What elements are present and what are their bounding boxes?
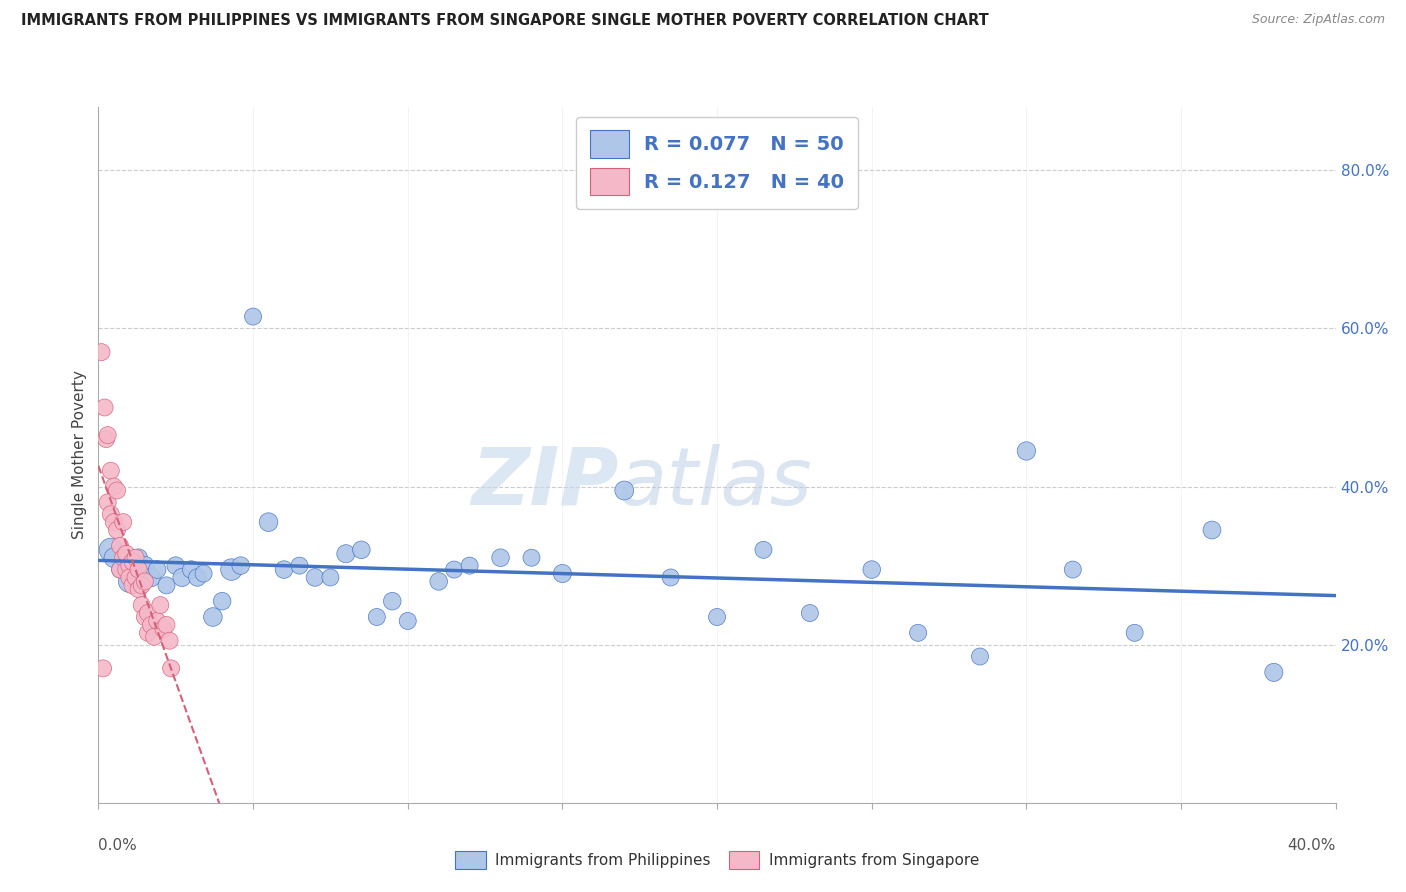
- Point: [134, 610, 156, 624]
- Legend: Immigrants from Philippines, Immigrants from Singapore: Immigrants from Philippines, Immigrants …: [449, 846, 986, 875]
- Point: [121, 566, 143, 581]
- Point: [124, 550, 146, 565]
- Point: [118, 574, 141, 589]
- Point: [103, 515, 125, 529]
- Point: [1123, 625, 1146, 640]
- Point: [96, 432, 118, 446]
- Point: [273, 563, 295, 577]
- Point: [128, 550, 150, 565]
- Point: [229, 558, 252, 573]
- Point: [152, 622, 174, 636]
- Point: [103, 550, 125, 565]
- Point: [551, 566, 574, 581]
- Point: [121, 578, 143, 592]
- Point: [143, 630, 166, 644]
- Point: [93, 401, 115, 415]
- Point: [100, 542, 122, 557]
- Point: [139, 618, 162, 632]
- Point: [134, 574, 156, 589]
- Point: [221, 563, 243, 577]
- Point: [108, 539, 131, 553]
- Point: [186, 570, 208, 584]
- Text: ZIP: ZIP: [471, 443, 619, 522]
- Point: [112, 515, 135, 529]
- Point: [180, 563, 202, 577]
- Point: [118, 558, 141, 573]
- Point: [1062, 563, 1084, 577]
- Point: [136, 606, 159, 620]
- Point: [335, 547, 357, 561]
- Point: [520, 550, 543, 565]
- Point: [91, 661, 114, 675]
- Text: Source: ZipAtlas.com: Source: ZipAtlas.com: [1251, 13, 1385, 27]
- Point: [170, 570, 193, 584]
- Point: [257, 515, 280, 529]
- Point: [136, 625, 159, 640]
- Point: [105, 523, 128, 537]
- Point: [139, 570, 162, 584]
- Point: [131, 578, 153, 592]
- Point: [134, 558, 156, 573]
- Point: [489, 550, 512, 565]
- Point: [90, 345, 112, 359]
- Text: IMMIGRANTS FROM PHILIPPINES VS IMMIGRANTS FROM SINGAPORE SINGLE MOTHER POVERTY C: IMMIGRANTS FROM PHILIPPINES VS IMMIGRANT…: [21, 13, 988, 29]
- Point: [100, 464, 122, 478]
- Text: atlas: atlas: [619, 443, 813, 522]
- Point: [146, 563, 169, 577]
- Point: [969, 649, 991, 664]
- Point: [100, 507, 122, 521]
- Point: [103, 479, 125, 493]
- Point: [427, 574, 450, 589]
- Point: [659, 570, 682, 584]
- Point: [1015, 444, 1038, 458]
- Point: [211, 594, 233, 608]
- Point: [97, 495, 120, 509]
- Point: [165, 558, 187, 573]
- Point: [131, 598, 153, 612]
- Point: [443, 563, 465, 577]
- Point: [149, 598, 172, 612]
- Point: [146, 614, 169, 628]
- Point: [288, 558, 311, 573]
- Point: [128, 563, 150, 577]
- Point: [108, 563, 131, 577]
- Point: [193, 566, 215, 581]
- Point: [155, 578, 177, 592]
- Text: 0.0%: 0.0%: [98, 838, 138, 854]
- Point: [160, 661, 183, 675]
- Point: [381, 594, 404, 608]
- Point: [115, 555, 138, 569]
- Point: [124, 570, 146, 584]
- Point: [121, 555, 143, 569]
- Point: [396, 614, 419, 628]
- Point: [201, 610, 224, 624]
- Point: [366, 610, 388, 624]
- Point: [128, 582, 150, 597]
- Point: [706, 610, 728, 624]
- Point: [115, 547, 138, 561]
- Point: [105, 483, 128, 498]
- Point: [304, 570, 326, 584]
- Point: [108, 563, 131, 577]
- Point: [752, 542, 775, 557]
- Point: [613, 483, 636, 498]
- Point: [115, 563, 138, 577]
- Point: [1201, 523, 1223, 537]
- Text: 40.0%: 40.0%: [1288, 838, 1336, 854]
- Point: [155, 618, 177, 632]
- Point: [1263, 665, 1285, 680]
- Point: [350, 542, 373, 557]
- Point: [799, 606, 821, 620]
- Point: [319, 570, 342, 584]
- Point: [242, 310, 264, 324]
- Point: [97, 428, 120, 442]
- Point: [118, 570, 141, 584]
- Point: [907, 625, 929, 640]
- Point: [458, 558, 481, 573]
- Y-axis label: Single Mother Poverty: Single Mother Poverty: [72, 370, 87, 540]
- Point: [112, 550, 135, 565]
- Point: [860, 563, 883, 577]
- Point: [159, 633, 181, 648]
